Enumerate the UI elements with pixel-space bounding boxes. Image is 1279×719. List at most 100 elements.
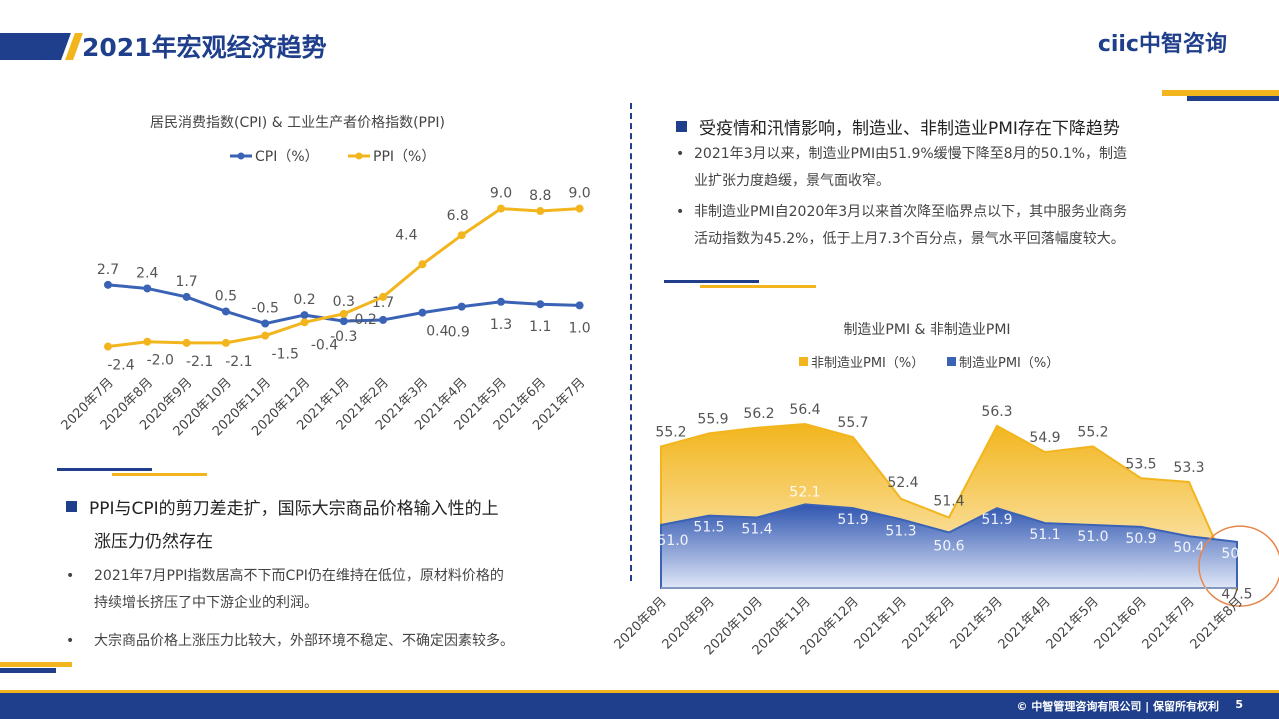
right-bullet-2: • 非制造业PMI自2020年3月以来首次降至临界点以下，其中服务业商务 活动指数… [676,199,1236,253]
series-0-point-9 [457,302,466,311]
bullet-dot-icon: • [676,146,685,162]
series-1-label-1: -2.0 [147,353,174,369]
series-1-point-2 [182,338,191,347]
series-1-point-9 [457,231,466,240]
series-0-point-10 [497,297,505,306]
series-1-label-6: 50.6 [933,538,964,554]
series-1-point-11 [536,207,545,216]
footer-bar [0,693,1279,719]
series-1-label-8: 51.1 [1029,527,1060,543]
series-1-point-10 [497,204,505,213]
legend-swatch-1 [947,357,956,366]
series-1-point-0 [104,342,112,351]
series-0-label-4: 55.7 [837,415,868,431]
series-0-point-12 [575,301,584,310]
series-1-label-7: -0.2 [349,312,376,328]
divider-yellow [112,473,207,476]
series-1-label-3: 52.1 [789,484,820,500]
legend-label-0: CPI（%） [255,149,319,165]
left-bullet-1: • 2021年7月PPI指数居高不下而CPI仍在维持在低位，原材料价格的 持续增长… [66,563,606,617]
series-1-label-8: 4.4 [395,227,417,243]
series-0-label-10: 1.3 [490,317,512,333]
logo-prefix: ciic [1097,32,1139,57]
divider-blue-right [664,280,759,283]
series-0-label-3: 0.5 [215,288,237,304]
series-0-label-10: 53.5 [1125,456,1156,472]
legend-marker-0 [237,152,245,160]
series-1-point-8 [418,260,427,269]
series-1-label-3: -2.1 [225,354,252,370]
square-bullet-icon [66,501,77,512]
series-1-label-7: 51.9 [981,512,1012,528]
footer-accent-yellow [0,662,72,667]
series-1-point-1 [143,337,152,346]
series-1-label-0: 51.0 [657,533,688,549]
right-section-title: 受疫情和汛情影响，制造业、非制造业PMI存在下降趋势 [676,114,1120,139]
series-1-label-6: -0.3 [330,329,357,345]
series-0-label-7: 56.3 [981,404,1012,420]
legend-item-0: CPI（%） [230,149,319,165]
footer-accent-blue [0,668,56,673]
series-1-point-5 [300,318,309,327]
series-1-point-7 [379,292,388,301]
column-divider [630,103,632,581]
series-0-label-12: 47.5 [1221,586,1252,602]
series-0-label-6: 0.3 [333,294,355,310]
series-1-point-4 [261,331,270,340]
series-0-point-5 [300,311,309,320]
footer-copyright: © 中智管理咨询有限公司 | 保留所有权利 [1016,700,1219,713]
chart-title: 制造业PMI & 非制造业PMI [843,322,1010,338]
series-1-label-2: 51.4 [741,522,772,538]
series-1-label-4: -1.5 [272,347,299,363]
series-1-point-3 [221,338,230,347]
series-0-label-9: 55.2 [1077,424,1108,440]
series-0-point-0 [104,280,112,289]
series-0-label-9: 0.9 [448,325,470,341]
series-0-label-11: 53.3 [1173,460,1204,476]
legend-label-1: 制造业PMI（%） [959,356,1059,371]
series-1-point-12 [575,204,584,213]
series-0-point-2 [182,292,191,301]
logo: ciic中智咨询 [1098,26,1227,58]
series-0-label-8: 0.4 [426,324,448,340]
series-0-point-3 [221,307,230,316]
left-section-title-cont: 涨压力仍然存在 [94,532,213,552]
series-0-point-6 [339,317,348,326]
series-1-label-9: 6.8 [447,208,469,224]
series-0-point-11 [536,300,545,309]
series-1-label-5: -0.4 [311,337,338,353]
highlight-circle [1198,525,1279,607]
legend-item-1: PPI（%） [348,149,435,165]
series-1-label-1: 51.5 [693,520,724,536]
series-0-label-1: 55.9 [697,411,728,427]
cpi-ppi-chart: 居民消费指数(CPI) & 工业生产者价格指数(PPI) CPI（%） PPI（%）… [59,115,591,439]
left-bullet-2: • 大宗商品价格上涨压力比较大，外部环境不稳定、不确定因素较多。 [66,628,606,655]
series-0-point-1 [143,284,152,293]
series-1-label-12: 50.1 [1221,546,1252,562]
square-bullet-icon [676,121,687,132]
series-1-label-5: 51.3 [885,523,916,539]
page-number: 5 [1235,698,1243,711]
series-1-point-6 [339,309,348,318]
series-1-label-10: 50.9 [1125,531,1156,547]
series-0-label-11: 1.1 [529,319,551,335]
corner-accent-yellow [1162,90,1279,96]
series-0-label-2: 1.7 [175,274,197,290]
pmi-chart: 制造业PMI & 非制造业PMI 非制造业PMI（%） 制造业PMI（%） 55.2 5… [612,322,1279,658]
page-title: 2021年宏观经济趋势 [82,33,327,62]
series-0-label-8: 54.9 [1029,430,1060,446]
series-1-label-0: -2.4 [107,358,134,374]
series-1-label-2: -2.1 [186,354,213,370]
series-0-label-0: 2.7 [97,262,119,278]
series-0-point-7 [379,315,388,324]
series-0-point-4 [261,319,270,328]
bullet-dot-icon: • [676,204,685,220]
series-1-label-11: 8.8 [529,188,551,204]
series-0-point-8 [418,308,427,317]
bullet-dot-icon: • [66,568,75,584]
legend-label-1: PPI（%） [373,149,435,165]
footer-line [0,690,1279,693]
series-0-label-4: -0.5 [252,301,279,317]
series-1-label-10: 9.0 [490,186,512,202]
series-0-label-1: 2.4 [136,265,158,281]
